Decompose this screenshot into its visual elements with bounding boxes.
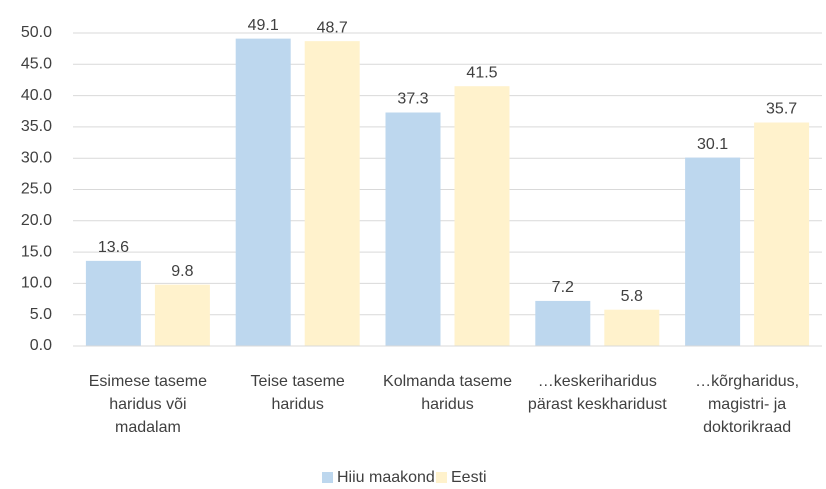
bar — [85, 260, 141, 346]
bar — [685, 157, 741, 346]
y-tick-label: 5.0 — [30, 306, 52, 323]
y-tick-label: 25.0 — [21, 181, 52, 198]
value-label: 9.8 — [171, 263, 193, 280]
bar — [454, 86, 510, 347]
legend-swatch — [436, 472, 447, 483]
bar — [754, 122, 810, 346]
value-label: 7.2 — [552, 279, 574, 296]
y-tick-label: 50.0 — [21, 24, 52, 41]
value-label: 41.5 — [466, 64, 497, 81]
legend-label: Eesti — [451, 469, 487, 486]
value-label: 37.3 — [397, 91, 428, 108]
y-tick-label: 40.0 — [21, 87, 52, 104]
bar — [235, 38, 291, 346]
x-tick-label: …kõrgharidus, magistri- ja doktorikraad — [695, 373, 800, 436]
value-label: 5.8 — [621, 288, 643, 305]
bar — [604, 309, 660, 346]
value-label: 13.6 — [98, 239, 129, 256]
y-tick-label: 10.0 — [21, 275, 52, 292]
y-tick-label: 20.0 — [21, 212, 52, 229]
value-label: 48.7 — [317, 19, 348, 36]
y-tick-label: 35.0 — [21, 118, 52, 135]
bar — [535, 300, 591, 346]
y-tick-label: 30.0 — [21, 149, 52, 166]
x-tick-label: Teise taseme haridus — [250, 373, 345, 413]
x-tick-label: …keskeriharidus pärast keskharidust — [527, 373, 667, 413]
bar — [304, 41, 360, 346]
y-tick-label: 45.0 — [21, 56, 52, 73]
bar — [385, 112, 441, 346]
legend-swatch — [322, 472, 333, 483]
value-label: 35.7 — [766, 101, 797, 118]
value-label: 30.1 — [697, 136, 728, 153]
y-tick-label: 0.0 — [30, 337, 52, 354]
bar — [154, 284, 210, 346]
x-tick-label: Kolmanda taseme haridus — [383, 373, 512, 413]
y-tick-label: 15.0 — [21, 243, 52, 260]
value-label: 49.1 — [248, 17, 279, 34]
x-tick-label: Esimese taseme haridus või madalam — [88, 373, 208, 436]
legend-label: Hiiu maakond — [337, 469, 435, 486]
